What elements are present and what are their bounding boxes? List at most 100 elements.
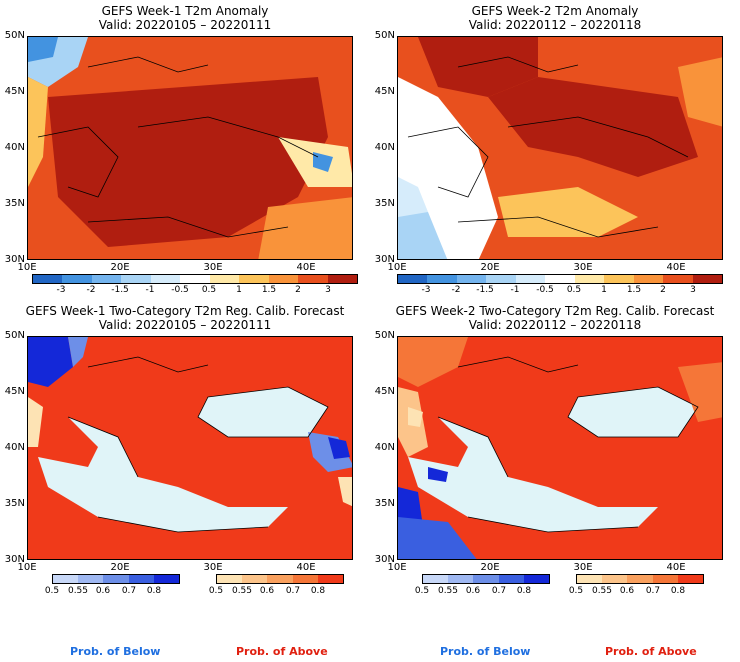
lon-label: 30E [203, 562, 223, 573]
cbar-label: 0.55 [437, 586, 459, 596]
cbar-label: -2 [86, 285, 96, 295]
cbar-label: 0.6 [465, 586, 481, 596]
cbar-swatch [663, 275, 693, 283]
lon-label: 40E [296, 262, 316, 273]
cbar-label: 0.7 [285, 586, 301, 596]
cbar-swatch [242, 575, 268, 583]
cbar-label: 3 [690, 285, 696, 295]
cbar-swatch [602, 575, 628, 583]
lat-label: 35N [374, 198, 395, 209]
panel-week2-probability: GEFS Week-2 Two-Category T2m Reg. Calib.… [370, 300, 740, 600]
lat-label: 40N [4, 442, 25, 453]
panel-valid: Valid: 20220112 – 20220118 [468, 318, 642, 332]
lon-label: 10E [387, 262, 407, 273]
lat-label: 45N [374, 86, 395, 97]
prob-above-colorbar [576, 574, 704, 584]
cbar-swatch [423, 575, 449, 583]
prob-below-colorbar [52, 574, 180, 584]
lon-label: 20E [110, 262, 130, 273]
cbar-label: 0.6 [619, 586, 635, 596]
lat-label: 30N [4, 254, 25, 265]
cbar-swatch [292, 575, 318, 583]
lat-label: 35N [4, 498, 25, 509]
cbar-label: 3 [325, 285, 331, 295]
prob-above-label: Prob. of Above [605, 645, 697, 658]
cbar-swatch [627, 575, 653, 583]
cbar-swatch [121, 275, 151, 283]
cbar-swatch [53, 575, 79, 583]
lon-label: 10E [17, 562, 37, 573]
cbar-label: 0.5 [566, 285, 582, 295]
cbar-swatch [427, 275, 457, 283]
cbar-label: 1 [236, 285, 242, 295]
cbar-label: 0.5 [414, 586, 430, 596]
lat-label: 40N [374, 442, 395, 453]
cbar-label: 0.5 [208, 586, 224, 596]
lat-label: 45N [4, 86, 25, 97]
lat-label: 30N [4, 554, 25, 565]
cbar-label: 0.5 [44, 586, 60, 596]
cbar-swatch [577, 575, 603, 583]
panel-title: GEFS Week-2 T2m Anomaly [471, 4, 639, 18]
cbar-swatch [128, 575, 154, 583]
cbar-label: 0.6 [95, 586, 111, 596]
panel-valid: Valid: 20220105 – 20220111 [98, 18, 272, 32]
prob-below-colorbar [422, 574, 550, 584]
cbar-swatch [523, 575, 550, 583]
cbar-swatch [473, 575, 499, 583]
anomaly-map-week1 [27, 36, 353, 260]
lon-label: 40E [666, 562, 686, 573]
cbar-swatch [153, 575, 180, 583]
panel-title: GEFS Week-2 Two-Category T2m Reg. Calib.… [395, 304, 715, 318]
lat-label: 30N [374, 554, 395, 565]
cbar-swatch [327, 275, 357, 283]
cbar-label: 0.8 [310, 586, 326, 596]
cbar-label: 0.5 [201, 285, 217, 295]
cbar-swatch [317, 575, 344, 583]
lat-label: 35N [374, 498, 395, 509]
cbar-swatch [268, 275, 299, 283]
panel-week1-probability: GEFS Week-1 Two-Category T2m Reg. Calib.… [0, 300, 370, 600]
cbar-swatch [103, 575, 129, 583]
cbar-label: -0.5 [171, 285, 189, 295]
lat-label: 40N [374, 142, 395, 153]
cbar-swatch [217, 575, 243, 583]
cbar-swatch [486, 275, 516, 283]
cbar-label: 1 [601, 285, 607, 295]
cbar-swatch [209, 275, 240, 283]
anomaly-colorbar [32, 274, 358, 284]
cbar-swatch [62, 275, 92, 283]
cbar-swatch [78, 575, 104, 583]
prob-above-colorbar [216, 574, 344, 584]
cbar-label: 0.5 [568, 586, 584, 596]
panel-title: GEFS Week-1 T2m Anomaly [101, 4, 269, 18]
cbar-swatch [652, 575, 678, 583]
cbar-label: 1.5 [261, 285, 277, 295]
anomaly-colorbar [397, 274, 723, 284]
lon-label: 40E [666, 262, 686, 273]
cbar-label: 2 [660, 285, 666, 295]
lon-label: 40E [296, 562, 316, 573]
lon-label: 10E [17, 262, 37, 273]
cbar-swatch [692, 275, 722, 283]
lon-label: 30E [573, 562, 593, 573]
cbar-label: 0.6 [259, 586, 275, 596]
lat-label: 50N [4, 330, 25, 341]
cbar-label: 0.7 [491, 586, 507, 596]
lat-label: 50N [4, 30, 25, 41]
cbar-label: 0.8 [670, 586, 686, 596]
panel-week1-anomaly: GEFS Week-1 T2m Anomaly Valid: 20220105 … [0, 0, 370, 300]
cbar-swatch [91, 275, 122, 283]
cbar-swatch [498, 575, 524, 583]
cbar-swatch [545, 275, 575, 283]
cbar-swatch [267, 575, 293, 583]
cbar-swatch [677, 575, 704, 583]
cbar-label: 0.55 [67, 586, 89, 596]
cbar-label: -3 [56, 285, 66, 295]
lat-label: 45N [4, 386, 25, 397]
cbar-swatch [515, 275, 546, 283]
lat-label: 35N [4, 198, 25, 209]
lat-label: 40N [4, 142, 25, 153]
cbar-swatch [633, 275, 664, 283]
prob-below-label: Prob. of Below [440, 645, 531, 658]
